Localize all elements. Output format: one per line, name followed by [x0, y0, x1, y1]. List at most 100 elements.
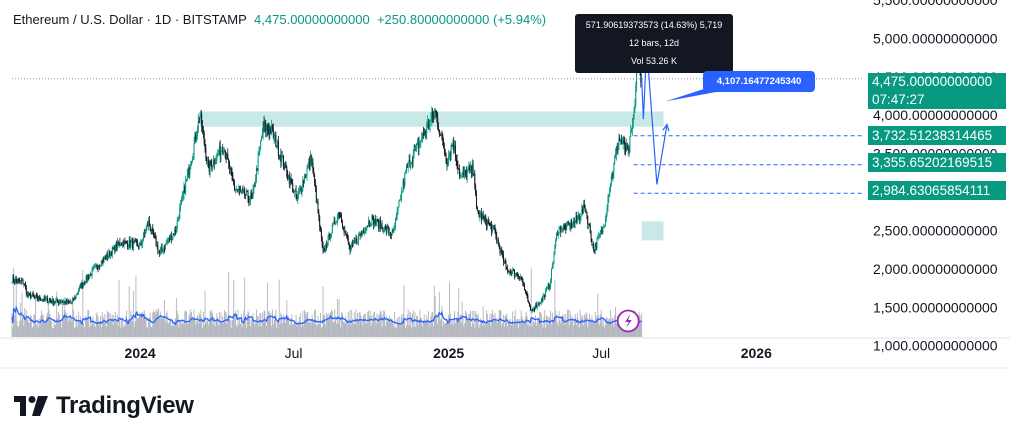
- volume-bar: [346, 321, 348, 337]
- candle-body: [188, 168, 190, 175]
- volume-bar: [127, 320, 129, 337]
- volume-bar: [528, 322, 530, 337]
- volume-bar: [158, 308, 160, 337]
- candle-body: [208, 163, 210, 172]
- volume-bar: [81, 326, 83, 337]
- volume-bar: [598, 315, 600, 337]
- candle-body: [470, 165, 472, 171]
- candle-body: [572, 221, 574, 225]
- volume-bar: [65, 312, 67, 337]
- volume-bar: [220, 312, 222, 337]
- volume-bar: [30, 316, 32, 337]
- candle-body: [607, 197, 609, 208]
- volume-bar: [330, 312, 332, 337]
- volume-bar: [298, 321, 300, 337]
- measure-change: 571.90619373573 (14.63%) 5,719: [585, 20, 723, 30]
- candle-body: [370, 223, 372, 225]
- volume-bar: [35, 324, 37, 337]
- candle-body: [213, 160, 215, 164]
- volume-bar: [421, 318, 423, 337]
- volume-bar: [30, 314, 31, 337]
- candle-body: [432, 112, 434, 116]
- candle-body: [309, 161, 311, 166]
- candle-body: [341, 222, 343, 228]
- candle-body: [276, 146, 278, 148]
- candle-body: [481, 213, 483, 220]
- volume-bar: [139, 315, 141, 337]
- candle-body: [508, 270, 510, 272]
- volume-bar: [183, 324, 185, 337]
- volume-bar: [186, 311, 187, 337]
- volume-bar: [162, 315, 164, 337]
- volume-bar: [320, 312, 321, 337]
- candle-body: [69, 301, 71, 303]
- candle-body: [616, 147, 618, 152]
- volume-bar: [249, 316, 251, 337]
- volume-bar: [437, 323, 439, 337]
- volume-bar: [62, 315, 64, 337]
- volume-bar: [562, 321, 564, 337]
- candle-body: [352, 243, 354, 245]
- candle-body: [356, 238, 358, 243]
- volume-bar: [234, 313, 235, 337]
- volume-bar: [291, 313, 293, 337]
- volume-bar: [106, 310, 108, 337]
- volume-bar: [534, 322, 536, 337]
- volume-bar: [76, 320, 78, 337]
- candle-body: [240, 190, 242, 192]
- price-callout[interactable]: 4,107.16477245340: [703, 71, 815, 92]
- volume-bar: [261, 326, 262, 337]
- tradingview-logo[interactable]: TradingView: [14, 392, 194, 420]
- price-chart[interactable]: 5,500.000000000005,000.000000000004,500.…: [0, 0, 1024, 380]
- volume-bar: [404, 320, 406, 337]
- candle-body: [167, 241, 169, 243]
- candle-body: [235, 189, 237, 191]
- candle-body: [32, 293, 34, 296]
- volume-bar: [381, 326, 383, 337]
- candle-body: [72, 298, 74, 302]
- volume-bar: [180, 319, 182, 337]
- volume-bar: [314, 310, 316, 337]
- candle-body: [82, 282, 84, 286]
- candle-body: [515, 273, 517, 275]
- volume-bar: [374, 311, 375, 337]
- candle-body: [316, 201, 318, 203]
- volume-bar: [95, 327, 96, 337]
- candle-body: [385, 226, 387, 232]
- candle-body: [555, 240, 557, 246]
- volume-bar: [370, 325, 372, 337]
- candle-body: [464, 170, 466, 175]
- volume-bar: [69, 316, 71, 337]
- candle-body: [134, 240, 136, 242]
- volume-bar: [111, 318, 112, 337]
- volume-bar: [584, 317, 586, 337]
- volume-bar: [540, 313, 542, 337]
- candle-body: [62, 302, 64, 303]
- volume-bar: [522, 318, 524, 337]
- symbol-legend[interactable]: Ethereum / U.S. Dollar · 1D · BITSTAMP 4…: [13, 12, 546, 27]
- candle-body: [377, 219, 379, 222]
- candle-body: [58, 302, 60, 304]
- volume-bar: [594, 323, 595, 337]
- candle-body: [126, 241, 128, 244]
- candle-body: [325, 245, 327, 248]
- candle-body: [413, 149, 415, 155]
- volume-bar: [169, 320, 171, 337]
- volume-bar: [224, 312, 226, 337]
- volume-bar: [500, 310, 502, 337]
- volume-bar: [472, 323, 474, 337]
- candle-body: [351, 243, 353, 248]
- candle-body: [47, 301, 49, 303]
- volume-bar: [102, 316, 104, 337]
- volume-bar: [25, 315, 26, 337]
- volume-bar: [54, 325, 56, 337]
- volume-bar: [277, 322, 279, 337]
- volume-bar: [637, 322, 638, 337]
- candle-body: [387, 227, 389, 229]
- candle-body: [24, 284, 26, 288]
- volume-bar: [259, 313, 261, 337]
- brand-name: TradingView: [56, 392, 194, 419]
- volume-bar: [55, 324, 57, 337]
- candle-body: [319, 216, 321, 227]
- volume-bar: [531, 326, 533, 337]
